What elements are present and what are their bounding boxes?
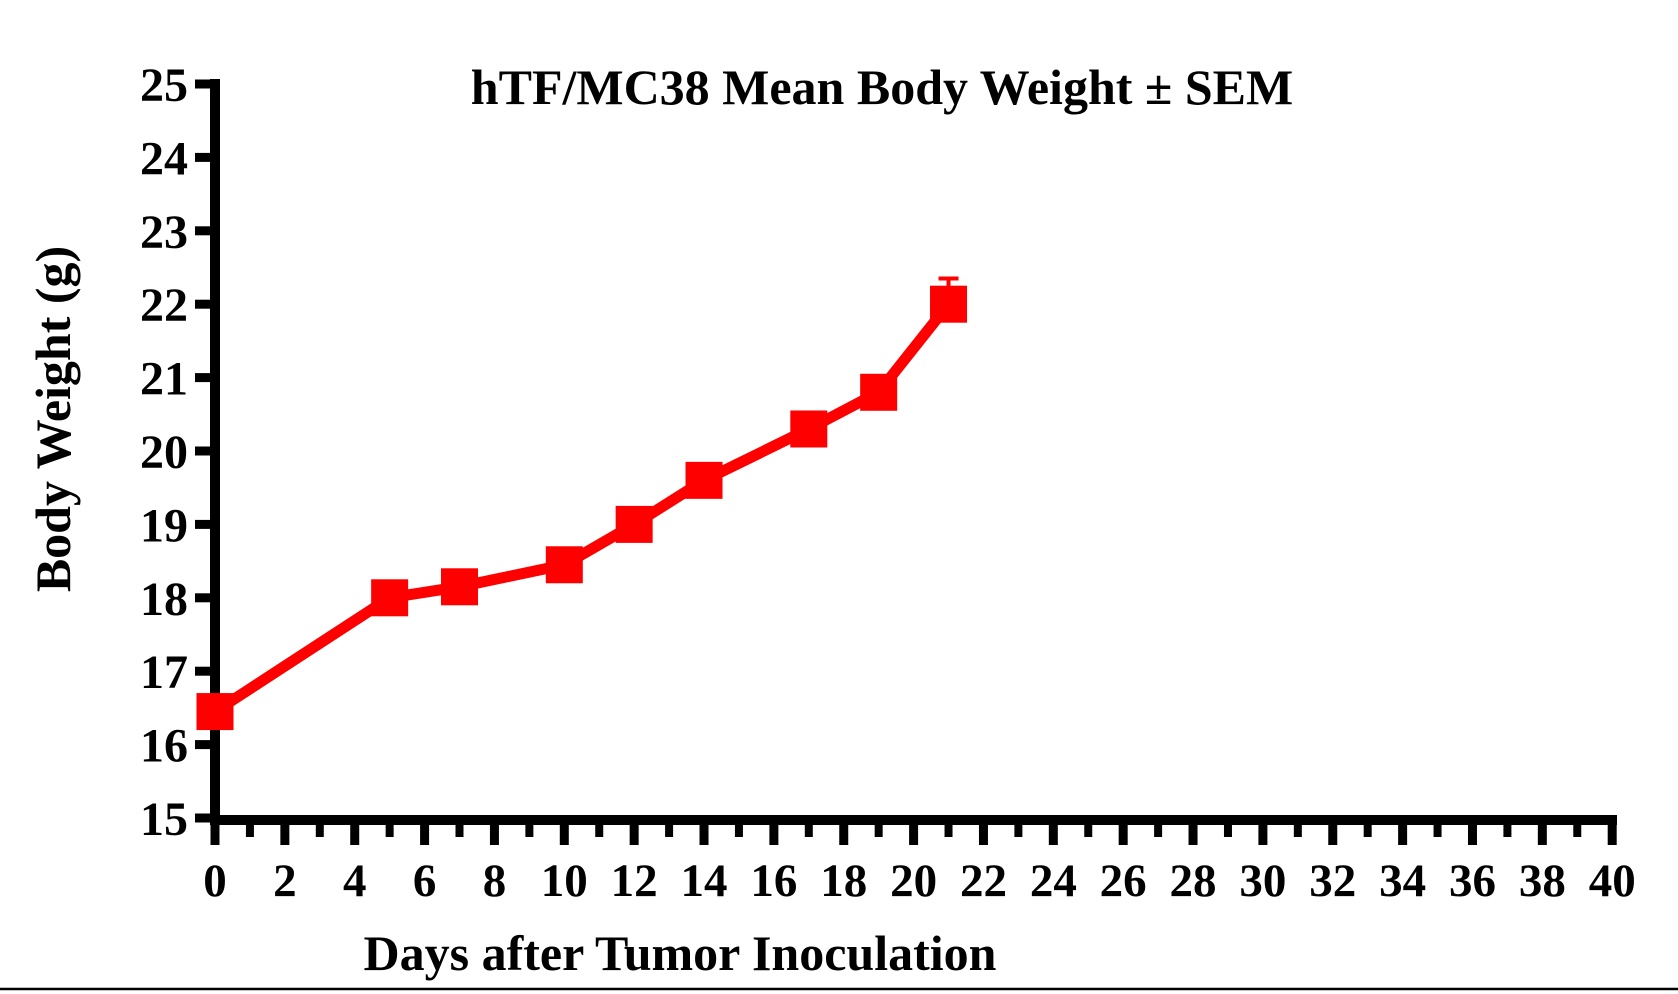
x-tick-label: 30 [1239,855,1286,907]
x-tick-label: 38 [1519,855,1566,907]
x-tick-label: 36 [1449,855,1496,907]
x-tick-label: 24 [1030,855,1077,907]
chart-title: hTF/MC38 Mean Body Weight ± SEM [471,59,1293,115]
y-tick-label: 15 [140,793,188,846]
data-point-marker [545,546,583,584]
data-point-marker [371,579,409,617]
x-tick-label: 20 [890,855,937,907]
x-tick-label: 16 [750,855,797,907]
x-tick-label: 28 [1170,855,1217,907]
y-tick-label: 19 [140,499,188,552]
y-tick-label: 22 [140,279,188,332]
y-tick-label: 24 [140,132,188,185]
y-tick-label: 20 [140,426,188,479]
x-tick-label: 34 [1379,855,1426,907]
data-point-marker [930,285,968,323]
x-tick-label: 8 [483,855,507,907]
data-point-marker [196,693,234,731]
data-series [196,276,968,731]
x-tick-label: 12 [611,855,658,907]
x-tick-label: 6 [413,855,437,907]
x-tick-label: 4 [343,855,367,907]
x-tick-label: 40 [1589,855,1636,907]
y-tick-label: 17 [140,646,188,699]
x-tick-label: 14 [681,855,728,907]
y-tick-label: 23 [140,206,188,259]
data-point-marker [615,505,653,543]
data-point-marker [790,410,828,448]
x-tick-label: 10 [541,855,588,907]
data-point-marker [441,568,479,606]
x-tick-label: 22 [960,855,1007,907]
x-axis-title: Days after Tumor Inoculation [364,925,997,981]
series-line [211,300,953,717]
data-point-marker [685,461,723,499]
x-tick-label: 0 [203,855,227,907]
y-tick-label: 16 [140,720,188,773]
y-tick-label: 21 [140,353,188,406]
x-tick-label: 2 [273,855,297,907]
x-tick-label: 18 [820,855,867,907]
y-tick-label: 18 [140,573,188,626]
y-tick-label: 25 [140,59,188,112]
x-tick-label: 26 [1100,855,1147,907]
x-tick-label: 32 [1309,855,1356,907]
data-point-marker [860,373,898,411]
y-axis-title: Body Weight (g) [25,246,81,592]
